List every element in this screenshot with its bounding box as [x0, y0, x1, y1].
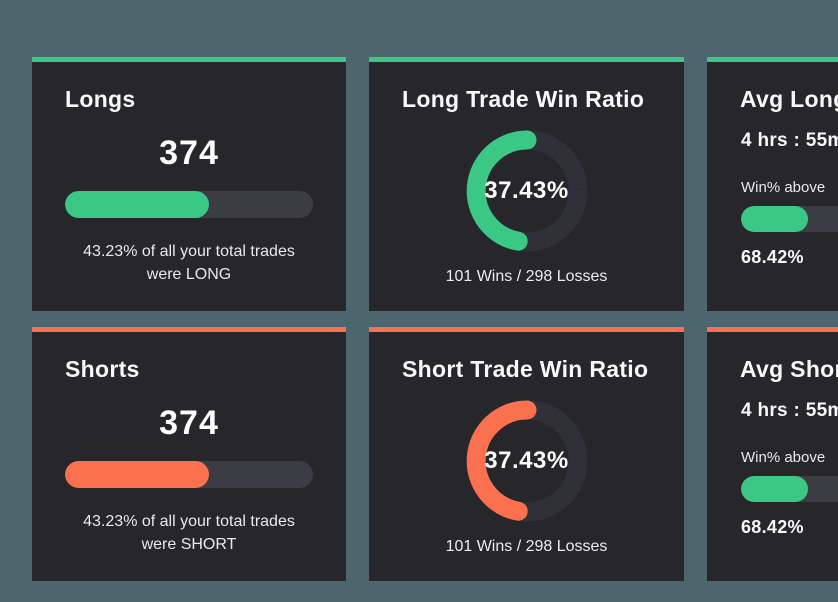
gauge-value-arc [466, 130, 536, 251]
short-wins-losses-text: 101 Wins / 298 Losses [445, 538, 608, 555]
avg-short-win-above-fill [741, 476, 808, 502]
longs-progress-bar [65, 191, 313, 218]
long-wins-losses-text: 101 Wins / 298 Losses [445, 268, 608, 285]
avg-short-title: Avg Short [740, 356, 838, 382]
longs-count-value: 374 [159, 134, 219, 172]
longs-title: Longs [65, 86, 136, 112]
avg-long-duration-value: 4 hrs : 55m [741, 130, 838, 151]
long-win-ratio-gauge: 37.43% [466, 130, 588, 252]
gauge-track-texture [466, 400, 587, 522]
avg-long-win-above-label: Win% above [741, 179, 826, 196]
gauge-ring-svg [466, 130, 587, 252]
gauge-track-texture [466, 130, 587, 252]
gauge-value-arc [466, 400, 536, 521]
shorts-caption: 43.23% of all your total trades were SHO… [32, 510, 346, 556]
shorts-progress-bar [65, 461, 313, 488]
card-shorts: Shorts 374 43.23% of all your total trad… [32, 327, 346, 581]
avg-short-win-above-percent: 68.42% [741, 517, 804, 537]
long-win-ratio-title: Long Trade Win Ratio [402, 86, 645, 112]
card-avg-short: Avg Short 4 hrs : 55m Win% above 68.42% [707, 327, 838, 581]
longs-progress-fill [65, 191, 209, 218]
avg-short-win-above-label: Win% above [741, 449, 826, 466]
avg-short-win-above-bar [741, 476, 838, 502]
dashboard-grid: Longs 374 43.23% of all your total trade… [32, 57, 838, 581]
gauge-ring-svg [466, 400, 587, 522]
shorts-caption-line2: were SHORT [141, 536, 237, 553]
avg-short-duration-value: 4 hrs : 55m [741, 400, 838, 421]
longs-caption-line2: were LONG [146, 266, 232, 283]
shorts-caption-line1: 43.23% of all your total trades [83, 513, 295, 530]
card-avg-long: Avg Long 4 hrs : 55m Win% above 68.42% [707, 57, 838, 311]
long-win-ratio-percent: 37.43% [484, 177, 569, 204]
shorts-count-value: 374 [159, 404, 219, 442]
avg-long-win-above-percent: 68.42% [741, 247, 804, 267]
avg-long-title: Avg Long [740, 86, 838, 112]
longs-caption-line1: 43.23% of all your total trades [83, 243, 295, 260]
card-short-win-ratio: Short Trade Win Ratio 37.43% 101 Wins / … [369, 327, 684, 581]
card-long-win-ratio: Long Trade Win Ratio 37.43% 101 Wins / 2… [369, 57, 684, 311]
card-longs: Longs 374 43.23% of all your total trade… [32, 57, 346, 311]
shorts-progress-fill [65, 461, 209, 488]
short-win-ratio-gauge: 37.43% [466, 400, 588, 522]
shorts-title: Shorts [65, 356, 140, 382]
longs-caption: 43.23% of all your total trades were LON… [32, 240, 346, 286]
avg-long-win-above-fill [741, 206, 808, 232]
short-win-ratio-percent: 37.43% [484, 447, 569, 474]
avg-long-win-above-bar [741, 206, 838, 232]
short-win-ratio-title: Short Trade Win Ratio [402, 356, 649, 382]
